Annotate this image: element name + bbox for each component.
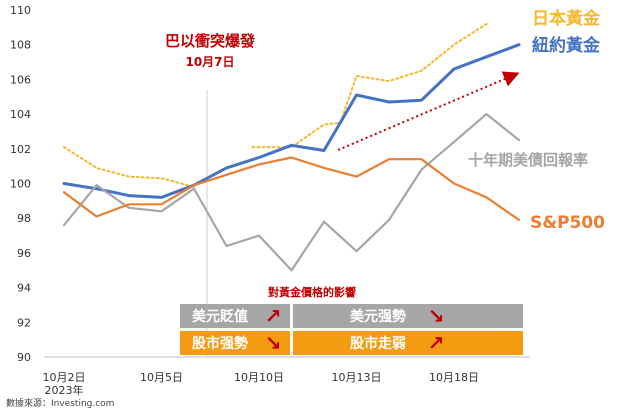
y-tick-label: 102 [10,143,31,156]
x-tick-label: 10月5日 [140,371,183,384]
series-label: 十年期美債回報率 [468,151,588,169]
series-line [62,112,521,272]
series-lines [62,22,521,272]
impact-title: 對黃金價格的影響 [268,285,356,299]
impact-arrow-icon: ↘ [265,331,282,355]
x-tick-label: 10月18日 [429,371,479,384]
impact-right-label: 美元强勢 [350,308,406,325]
x-tick-label: 10月10日 [234,371,284,384]
y-axis: 90 92 94 96 98 100 102 104 106 108 110 [10,4,31,364]
y-tick-label: 92 [17,316,31,329]
y-tick-label: 94 [17,282,31,295]
trend-arrow [337,71,520,151]
impact-left-label: 美元貶值 [192,308,248,325]
x-tick-label: 10月2日 [43,371,86,384]
impact-arrow-icon: ↘ [428,304,445,328]
event-date: 10月7日 [185,55,234,69]
impact-cell [180,304,290,328]
series-label: S&P500 [530,213,605,233]
source-note: 數據來源：Investing.com [6,397,114,409]
series-line [251,22,488,149]
impact-right-label: 股市走弱 [350,335,406,352]
impact-arrow-icon: ↗ [428,331,445,355]
impact-cell [293,304,523,328]
impact-cell [180,331,290,355]
y-tick-label: 110 [10,4,31,17]
series-line [62,43,521,199]
event-title: 巴以衝突爆發 [165,32,256,50]
event-marker: 巴以衝突爆發 10月7日 [165,32,256,357]
series-label: 紐約黃金 [532,35,601,56]
y-tick-label: 100 [10,178,31,191]
x-tick-sublabel: 2023年 [45,383,84,397]
impact-box: 對黃金價格的影響 美元貶值 美元强勢 ↗ ↘ 股市强勢 股市走弱 ↘ ↗ [180,285,523,355]
x-tick-label: 10月13日 [332,371,382,384]
impact-left-label: 股市强勢 [192,335,248,352]
y-tick-label: 106 [10,73,31,86]
series-line [63,146,195,188]
y-tick-label: 90 [17,351,31,364]
y-tick-label: 104 [10,108,31,121]
impact-arrow-icon: ↗ [265,304,282,328]
y-tick-label: 98 [17,212,31,225]
series-line [62,156,521,221]
series-label: 日本黃金 [532,8,601,29]
impact-cell [293,331,523,355]
y-tick-label: 108 [10,39,31,52]
y-tick-label: 96 [17,247,31,260]
